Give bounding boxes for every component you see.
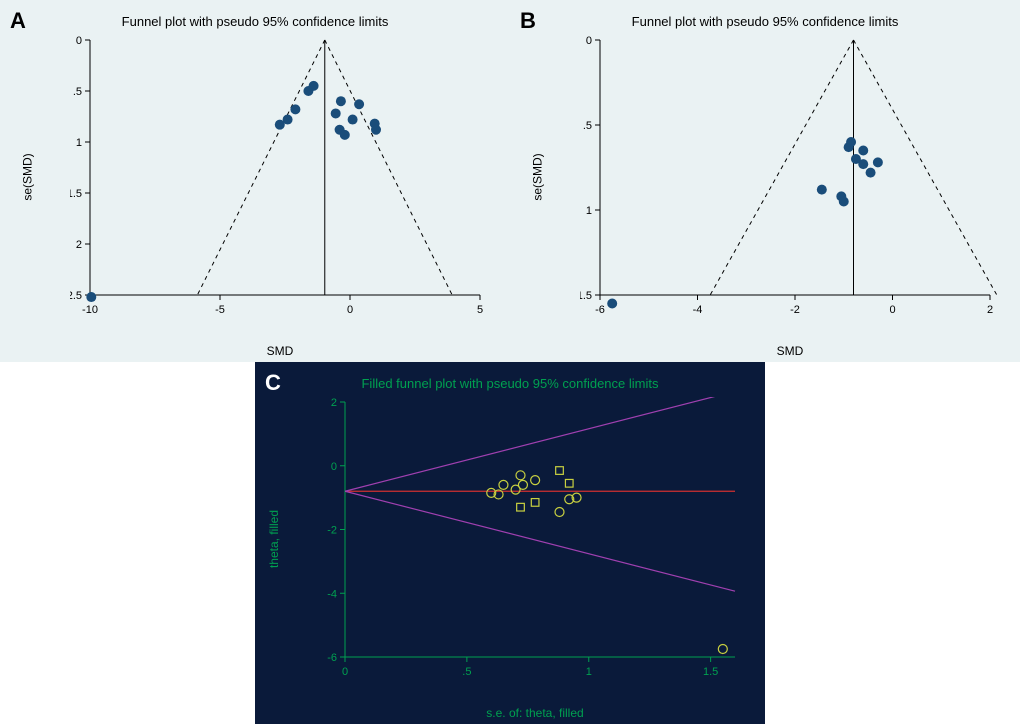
panel-a-ylabel: se(SMD) (21, 153, 35, 200)
panel-c: C Filled funnel plot with pseudo 95% con… (255, 362, 765, 724)
panel-c-ylabel: theta, filled (267, 510, 281, 568)
panel-a: A Funnel plot with pseudo 95% confidence… (0, 0, 510, 362)
svg-text:-2: -2 (790, 304, 800, 316)
svg-text:-4: -4 (693, 304, 703, 316)
svg-text:0: 0 (342, 666, 348, 678)
svg-text:0: 0 (347, 304, 353, 316)
panel-b-xlabel: SMD (580, 344, 1000, 358)
panel-c-title: Filled funnel plot with pseudo 95% confi… (255, 376, 765, 391)
svg-text:-6: -6 (595, 304, 605, 316)
svg-text:-4: -4 (327, 588, 337, 600)
svg-text:1: 1 (586, 205, 592, 217)
svg-text:2: 2 (76, 239, 82, 251)
svg-text:5: 5 (477, 304, 483, 316)
panel-b-ylabel: se(SMD) (531, 153, 545, 200)
svg-text:2: 2 (987, 304, 993, 316)
svg-text:.5: .5 (73, 86, 82, 98)
svg-text:0: 0 (76, 35, 82, 47)
panel-c-plot: 0 .5 1 1.5 -6 -4 -2 0 2 (325, 397, 745, 687)
svg-text:1.5: 1.5 (580, 290, 592, 302)
top-row: A Funnel plot with pseudo 95% confidence… (0, 0, 1020, 362)
panel-a-title: Funnel plot with pseudo 95% confidence l… (0, 14, 510, 29)
svg-text:1: 1 (586, 666, 592, 678)
svg-text:.5: .5 (583, 120, 592, 132)
svg-text:1.5: 1.5 (703, 666, 718, 678)
panel-a-plot: -10 -5 0 5 0 .5 1 1.5 2 2.5 (70, 35, 490, 325)
svg-text:.5: .5 (462, 666, 471, 678)
panel-a-xlabel: SMD (70, 344, 490, 358)
panel-b-title: Funnel plot with pseudo 95% confidence l… (510, 14, 1020, 29)
svg-text:0: 0 (331, 461, 337, 473)
svg-text:0: 0 (586, 35, 592, 47)
panel-b-plot: -6 -4 -2 0 2 0 .5 1 1.5 (580, 35, 1000, 325)
svg-text:1.5: 1.5 (70, 188, 82, 200)
panel-b: B Funnel plot with pseudo 95% confidence… (510, 0, 1020, 362)
svg-text:1: 1 (76, 137, 82, 149)
svg-text:-5: -5 (215, 304, 225, 316)
svg-text:0: 0 (889, 304, 895, 316)
svg-text:-10: -10 (82, 304, 98, 316)
panel-c-xlabel: s.e. of: theta, filled (325, 706, 745, 720)
svg-text:2: 2 (331, 397, 337, 409)
bottom-row: C Filled funnel plot with pseudo 95% con… (0, 362, 1020, 724)
svg-text:-6: -6 (327, 652, 337, 664)
svg-text:-2: -2 (327, 525, 337, 537)
svg-text:2.5: 2.5 (70, 290, 82, 302)
